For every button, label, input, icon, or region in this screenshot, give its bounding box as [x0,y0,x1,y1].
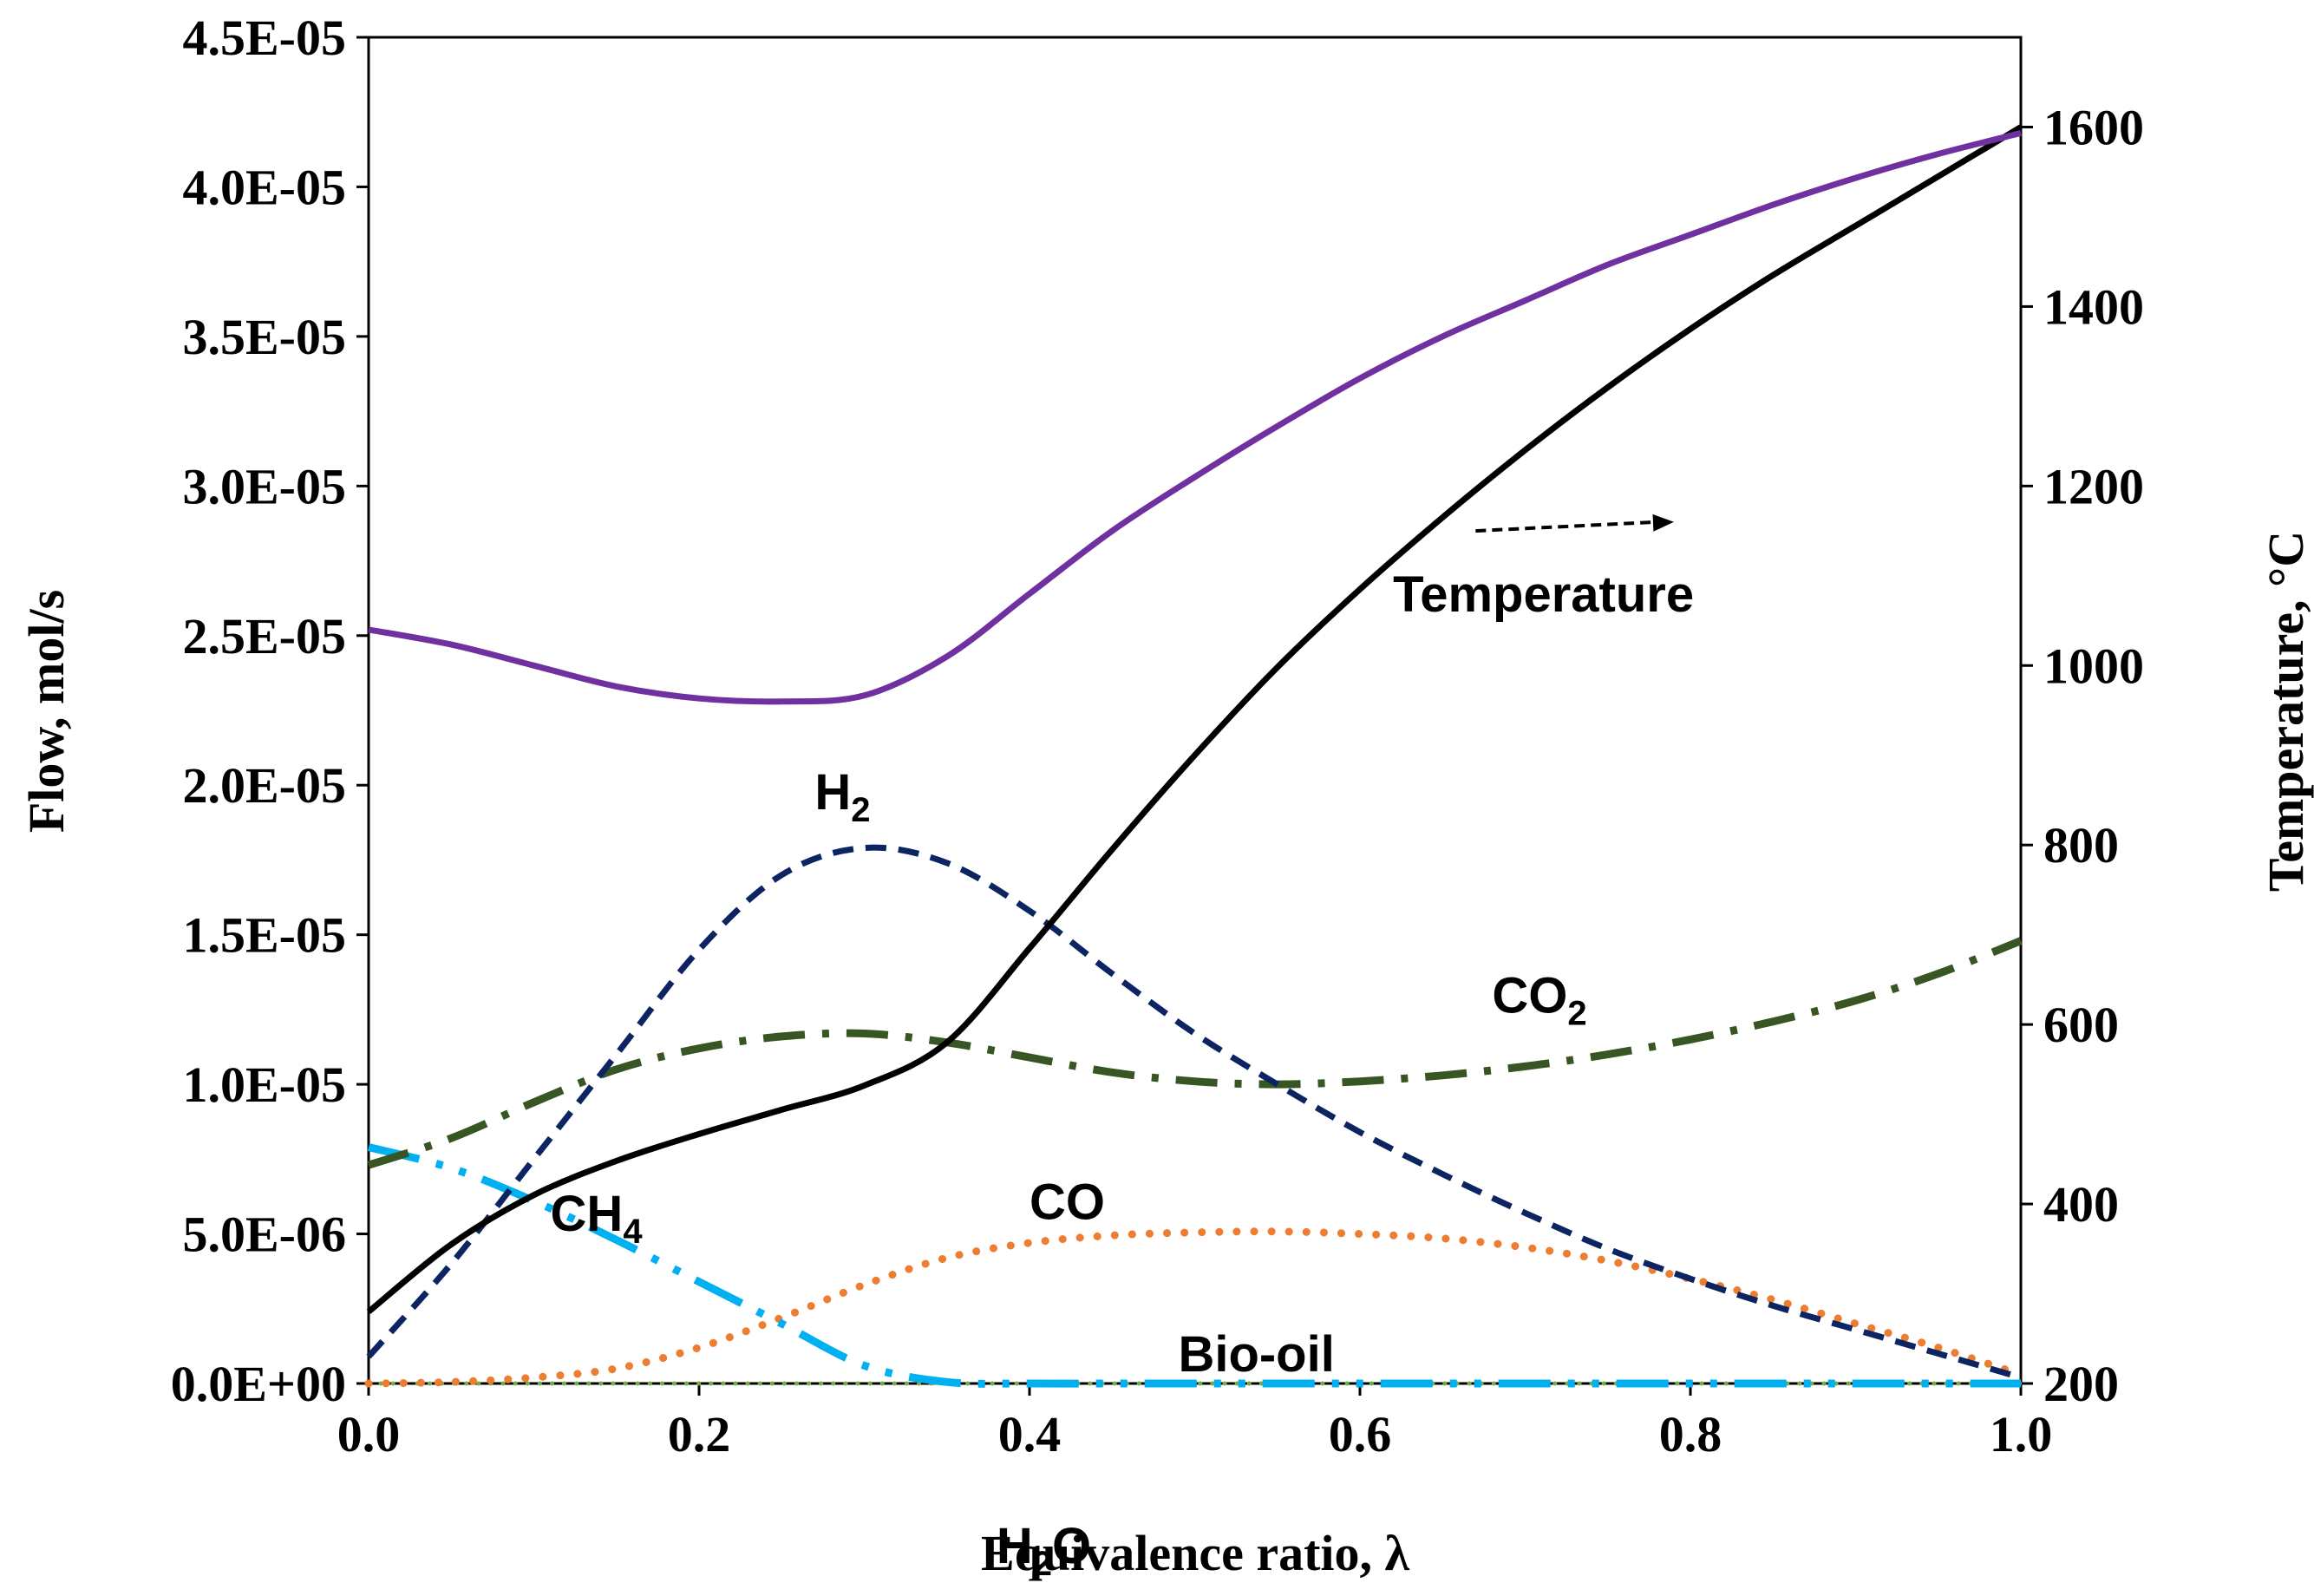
y-right-tick-label: 400 [2043,1176,2119,1233]
x-tick-label: 0.8 [1659,1406,1722,1462]
series-label-main: Bio-oil [1178,1326,1334,1383]
series-line-h2o [368,130,2022,705]
y-right-tick-label: 1400 [2043,278,2144,335]
y-right-tick-label: 200 [2043,1356,2119,1412]
series-label-subscript: 2 [1567,994,1586,1032]
y-left-tick-label: 3.5E-05 [183,309,347,365]
x-tick-label: 0.4 [998,1406,1062,1462]
y-left-tick-label: 2.5E-05 [183,608,347,664]
series-lines [364,124,2025,1388]
x-tick-label: 1.0 [1990,1406,2053,1462]
series-line-h2 [366,844,2022,1381]
series-label-ch4: CH4 [551,1186,644,1251]
y-left-tick-label: 1.5E-05 [183,907,347,964]
y-left-tick-label: 5.0E-06 [183,1207,347,1263]
x-tick-label: 0.0 [337,1406,401,1462]
series-label-co2: CO2 [1492,967,1586,1032]
series-line-co [364,1227,2025,1388]
series-label-co: CO [1030,1174,1105,1230]
temperature-arrow [1475,513,1674,533]
series-label-h2: H2 [814,764,870,829]
y-left-tick-label: 4.5E-05 [183,10,347,66]
series-label-subscript: 2 [851,791,870,829]
y-right-tick-label: 1200 [2043,458,2144,514]
x-tick-label: 0.6 [1329,1406,1392,1462]
y-axis-title-right: Temperature, °C [2258,531,2314,892]
series-label-main: CO [1030,1174,1105,1230]
series-line-temperature [366,124,2023,1314]
annotation-arrow-head [1652,513,1674,532]
series-label-main: CH [551,1186,624,1242]
x-axis-title: Equivalence ratio, λ [981,1525,1410,1581]
y-right-tick-label: 600 [2043,997,2119,1053]
y-left-tick-label: 3.0E-05 [183,458,347,514]
series-label-main: H [814,764,851,821]
series-label-subscript: 2 [1033,1545,1052,1583]
y-right-tick-label: 1600 [2043,99,2144,155]
y-left-tick-label: 1.0E-05 [183,1056,347,1113]
annotation-arrow-shaft [1475,520,1659,533]
y-right-tick-label: 1000 [2043,638,2144,694]
series-line-co2 [367,937,2023,1169]
series-label-tail: O [1052,1518,1091,1574]
series-label-temperature: Temperature [1393,566,1694,623]
series-label-main: CO [1492,967,1567,1024]
y-axis-title-left: Flow, mol/s [18,590,75,833]
series-label-h2o: H2O [997,1518,1091,1583]
x-tick-label: 0.2 [668,1406,731,1462]
y-left-tick-label: 4.0E-05 [183,159,347,215]
series-line-ch4 [367,1143,2021,1388]
series-label-biooil: Bio-oil [1178,1326,1334,1383]
series-label-main: Temperature [1393,566,1694,623]
tick-labels: 0.0 0.2 0.4 0.6 0.8 1.0 0.0E+00 5.0E-06 1.0E-05 1… [171,10,2144,1462]
series-label-main: H [997,1518,1033,1574]
y-left-tick-label: 0.0E+00 [171,1356,346,1412]
series-label-subscript: 4 [623,1213,643,1251]
y-left-tick-label: 2.0E-05 [183,757,347,814]
y-right-tick-label: 800 [2043,817,2119,873]
